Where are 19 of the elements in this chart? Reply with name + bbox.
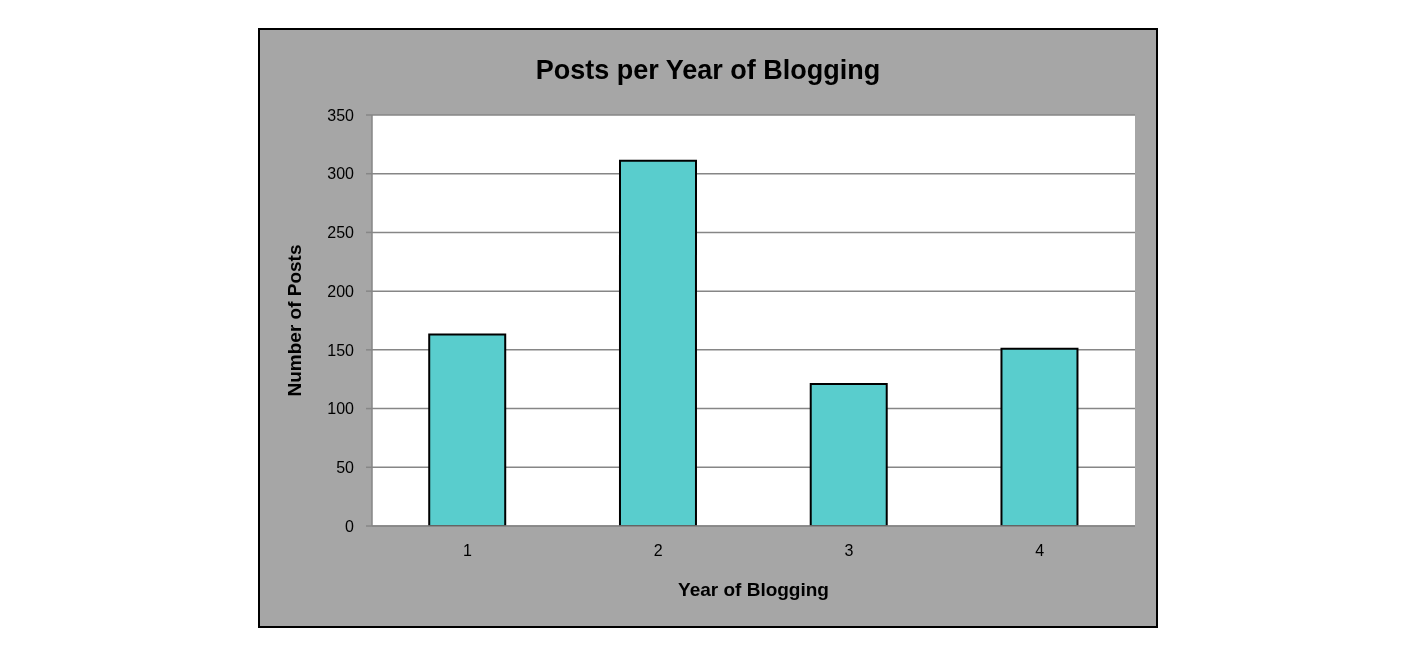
y-tick-label: 300 — [327, 165, 355, 183]
y-tick-label: 100 — [327, 400, 355, 418]
y-axis-title: Number of Posts — [283, 244, 305, 397]
bar — [428, 333, 507, 526]
y-tick-label: 0 — [345, 517, 355, 535]
bar — [1000, 347, 1079, 526]
bar — [809, 382, 888, 526]
y-tick-label: 50 — [336, 458, 355, 476]
y-tick-label: 350 — [327, 106, 355, 124]
x-tick-label: 4 — [1035, 542, 1045, 560]
x-axis-title: Year of Blogging — [678, 579, 829, 600]
chart-title: Posts per Year of Blogging — [534, 54, 882, 86]
y-tick-label: 200 — [327, 282, 355, 300]
y-tick-label: 150 — [327, 341, 355, 359]
bar — [618, 159, 697, 526]
x-tick-label: 1 — [462, 542, 472, 560]
y-tick-label: 250 — [327, 224, 355, 242]
x-tick-label: 2 — [653, 542, 663, 560]
x-tick-label: 3 — [844, 542, 854, 560]
